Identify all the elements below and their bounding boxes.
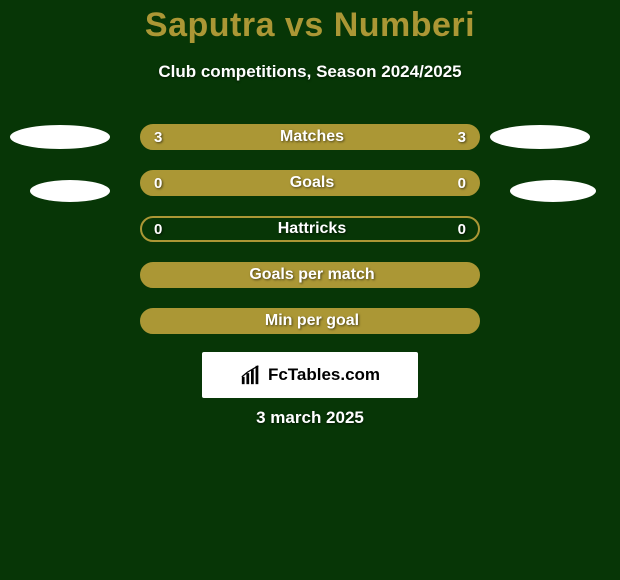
- stat-label: Goals: [142, 174, 482, 192]
- player-photo-left-1: [10, 125, 110, 149]
- player-photo-left-2: [30, 180, 110, 202]
- stats-card: Saputra vs Numberi Club competitions, Se…: [0, 0, 620, 580]
- page-title: Saputra vs Numberi: [0, 6, 620, 45]
- stat-label: Goals per match: [142, 266, 482, 284]
- stat-row-hattricks: 0 Hattricks 0: [140, 216, 480, 242]
- stat-row-min-per-goal: Min per goal: [140, 308, 480, 334]
- stat-label: Min per goal: [142, 312, 482, 330]
- date-text: 3 march 2025: [0, 408, 620, 428]
- stat-row-goals-per-match: Goals per match: [140, 262, 480, 288]
- player-photo-right-1: [490, 125, 590, 149]
- brand-text: FcTables.com: [268, 365, 380, 385]
- stat-label: Hattricks: [142, 220, 482, 238]
- stat-label: Matches: [142, 128, 482, 146]
- brand-badge: FcTables.com: [202, 352, 418, 398]
- stat-row-matches: 3 Matches 3: [140, 124, 480, 150]
- subtitle: Club competitions, Season 2024/2025: [0, 62, 620, 82]
- bar-chart-icon: [240, 364, 262, 386]
- stat-row-goals: 0 Goals 0: [140, 170, 480, 196]
- player-photo-right-2: [510, 180, 596, 202]
